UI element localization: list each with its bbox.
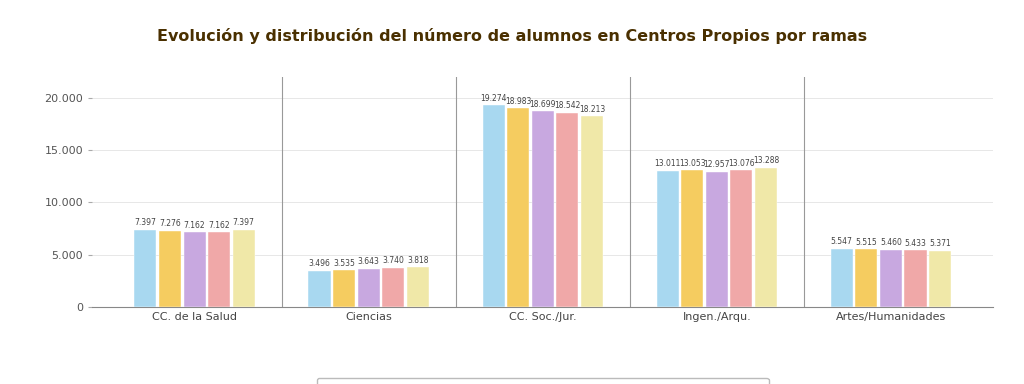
- Bar: [232, 230, 255, 307]
- Bar: [134, 230, 157, 307]
- Text: 3.535: 3.535: [333, 258, 355, 268]
- Text: 7.397: 7.397: [134, 218, 157, 227]
- Bar: [159, 231, 181, 307]
- Bar: [556, 113, 579, 307]
- Text: 19.274: 19.274: [480, 94, 507, 103]
- Bar: [482, 105, 505, 307]
- Text: 5.371: 5.371: [929, 239, 951, 248]
- Bar: [407, 267, 429, 307]
- Legend: 2019/20, 2020/21, 2021/22, 2022/23, 2023/24: 2019/20, 2020/21, 2021/22, 2022/23, 2023…: [316, 377, 769, 384]
- Bar: [531, 111, 554, 307]
- Text: 7.162: 7.162: [183, 220, 206, 230]
- Text: 13.288: 13.288: [753, 156, 779, 166]
- Text: 18.542: 18.542: [554, 101, 581, 110]
- Bar: [880, 250, 902, 307]
- Bar: [581, 116, 603, 307]
- Bar: [208, 232, 230, 307]
- Text: 3.643: 3.643: [357, 257, 380, 266]
- Text: 7.397: 7.397: [232, 218, 255, 227]
- Text: 5.433: 5.433: [904, 239, 927, 248]
- Text: 5.547: 5.547: [830, 237, 853, 247]
- Bar: [183, 232, 206, 307]
- Bar: [681, 170, 703, 307]
- Bar: [357, 269, 380, 307]
- Text: 7.162: 7.162: [208, 220, 230, 230]
- Bar: [929, 251, 951, 307]
- Text: 13.076: 13.076: [728, 159, 755, 168]
- Text: 13.053: 13.053: [679, 159, 706, 168]
- Text: 18.699: 18.699: [529, 100, 556, 109]
- Text: 3.818: 3.818: [408, 256, 428, 265]
- Bar: [656, 171, 679, 307]
- Bar: [755, 168, 777, 307]
- Text: 18.983: 18.983: [505, 97, 531, 106]
- Text: 3.740: 3.740: [382, 257, 404, 265]
- Bar: [855, 250, 878, 307]
- Text: 12.957: 12.957: [703, 160, 730, 169]
- Bar: [830, 249, 853, 307]
- Text: Evolución y distribución del número de alumnos en Centros Propios por ramas: Evolución y distribución del número de a…: [157, 28, 867, 45]
- Bar: [333, 270, 355, 307]
- Bar: [904, 250, 927, 307]
- Text: 7.276: 7.276: [159, 219, 181, 228]
- Bar: [706, 172, 728, 307]
- Bar: [507, 108, 529, 307]
- Text: 13.011: 13.011: [654, 159, 681, 168]
- Bar: [730, 170, 753, 307]
- Bar: [308, 271, 331, 307]
- Text: 3.496: 3.496: [308, 259, 331, 268]
- Text: 18.213: 18.213: [579, 105, 605, 114]
- Text: 5.460: 5.460: [880, 238, 902, 247]
- Bar: [382, 268, 404, 307]
- Text: 5.515: 5.515: [855, 238, 878, 247]
